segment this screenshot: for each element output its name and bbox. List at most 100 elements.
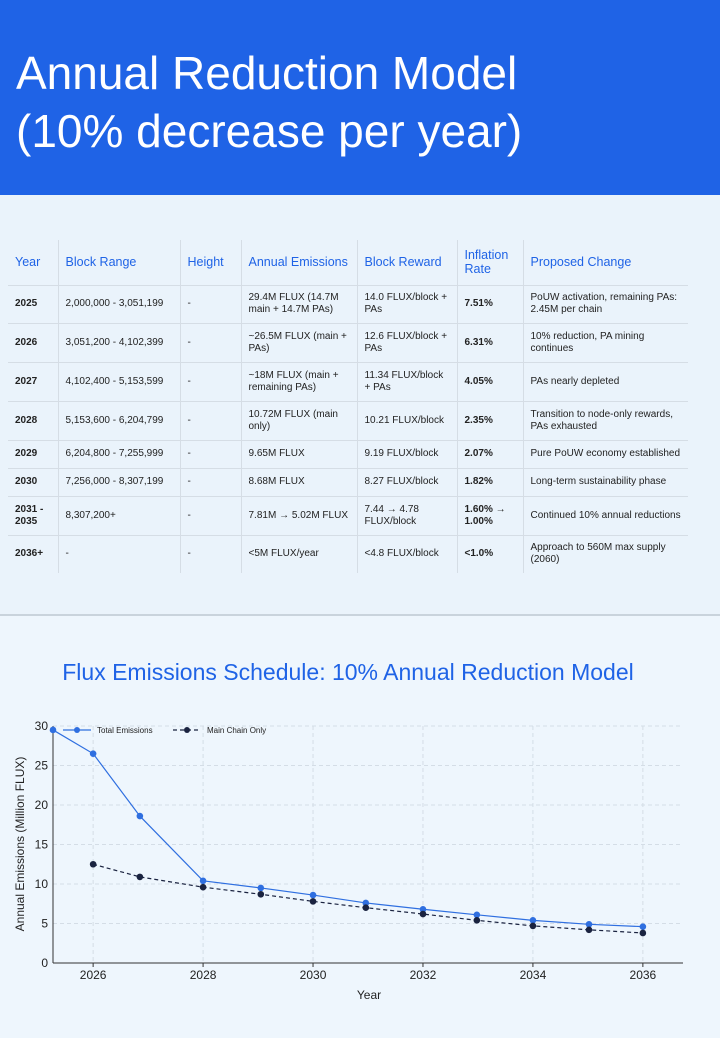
table-cell: Long-term sustainability phase: [522, 467, 688, 496]
table-cell: 3,051,200 - 4,102,399: [57, 322, 180, 362]
table-cell: 8.68M FLUX: [240, 467, 357, 496]
data-point: [362, 904, 370, 911]
header-row: Year Block Range Height Annual Emissions Blo…: [8, 240, 688, 285]
data-point: [473, 917, 481, 924]
data-point: [473, 911, 481, 919]
legend-marker: [74, 727, 80, 733]
y-tick-label: 0: [41, 956, 48, 970]
table-cell: 7,256,000 - 8,307,199: [57, 467, 180, 496]
data-point: [585, 920, 593, 928]
table-cell: 10% reduction, PA mining continues: [522, 322, 688, 362]
x-tick-label: 2036: [630, 968, 657, 982]
data-point: [309, 891, 317, 899]
column-header: Year: [15, 255, 41, 270]
data-point: [136, 873, 144, 881]
data-point: [257, 884, 265, 892]
table-row: 2025 2,000,000 - 3,051,199-29.4M FLUX (14…: [8, 284, 688, 323]
chart: Flux Emissions Schedule: 10% Annual Redu…: [13, 659, 683, 1002]
x-tick-label: 2026: [80, 968, 107, 982]
table-row: 2036+ - - <5M FLUX/year <4.8 FLUX/block <1.0%…: [8, 534, 688, 573]
table-cell: PAs nearly depleted: [522, 361, 688, 401]
y-tick-label: 30: [35, 719, 49, 733]
table-cell: 2026: [8, 322, 58, 362]
table-cell: 2025: [8, 284, 58, 323]
column-header: Block Range: [57, 240, 180, 285]
y-tick-label: 5: [41, 917, 48, 931]
data-point: [585, 926, 593, 934]
header-title: Annual Reduction Model (10% decrease per…: [16, 47, 523, 157]
table-cell: 2,000,000 - 3,051,199: [57, 284, 180, 323]
data-point: [257, 890, 265, 898]
table-section: Year Block Range Height Annual Emissions Blo…: [0, 195, 720, 616]
data-point: [199, 883, 207, 891]
table-cell: 5,153,600 - 6,204,799: [57, 400, 180, 440]
table-cell: 12.6 FLUX/block + PAs: [356, 322, 457, 362]
table-cell: 29.4M FLUX (14.7M main + 14.7M PAs): [240, 284, 357, 323]
table-cell: 2027: [8, 361, 58, 401]
data-point: [529, 922, 537, 930]
legend-marker: [184, 727, 190, 733]
column-header: Annual Emissions: [240, 240, 357, 285]
table-cell: 1.82%: [456, 467, 523, 496]
table-cell: -: [179, 495, 241, 535]
table-cell: Transition to node-only rewards, PAs exh…: [522, 400, 688, 440]
table-cell: -: [179, 534, 241, 573]
column-header: Block Reward: [356, 240, 457, 285]
table-cell: 9.19 FLUX/block: [356, 439, 457, 468]
x-axis-label: Year: [357, 988, 381, 1002]
x-tick-label: 2032: [410, 968, 437, 982]
table-row: 2028 5,153,600 - 6,204,799-10.72M FLUX (m…: [8, 400, 688, 440]
table-cell: 2.35%: [456, 400, 523, 440]
column-header: Inflation Rate: [456, 240, 523, 285]
table-cell: Continued 10% annual reductions: [522, 495, 688, 535]
chart-title: Flux Emissions Schedule: 10% Annual Redu…: [62, 659, 634, 685]
x-tick-label: 2028: [190, 968, 217, 982]
table-cell: 4,102,400 - 5,153,599: [57, 361, 180, 401]
x-tick-label: 2034: [520, 968, 547, 982]
table-cell: 14.0 FLUX/block + PAs: [356, 284, 457, 323]
table-cell: 4.05%: [456, 361, 523, 401]
emissions-table: Year Block Range Height Annual Emissions Blo…: [8, 240, 688, 573]
table-cell: 7.44 → 4.78 FLUX/block: [356, 495, 457, 535]
table-cell: -: [179, 361, 241, 401]
table-cell: -: [179, 400, 241, 440]
table-cell: -: [179, 284, 241, 323]
series-line: [52, 729, 643, 928]
table-cell: 2030: [8, 467, 58, 496]
table-cell: 8,307,200+: [57, 495, 180, 535]
table-cell: 1.60% → 1.00%: [456, 495, 523, 535]
x-tick-label: 2030: [300, 968, 327, 982]
column-header: Height: [179, 240, 241, 285]
table-cell: 2031 - 2035: [8, 495, 58, 535]
table-row: 2027 4,102,400 - 5,153,599- ~18M FLUX (mai…: [8, 361, 688, 401]
table-row: 2026 3,051,200 - 4,102,399- ~26.5M FLUX (m…: [8, 322, 688, 362]
data-point: [639, 923, 647, 930]
table-cell: 7.81M → 5.02M FLUX: [240, 495, 357, 535]
legend-label: Total Emissions: [97, 726, 153, 735]
data-point: [362, 899, 370, 907]
table-cell: 9.65M FLUX: [240, 439, 357, 468]
table-cell: <1.0%: [456, 534, 523, 573]
data-point: [419, 910, 427, 918]
table-cell: <5M FLUX/year: [240, 534, 357, 573]
table-cell: Pure PoUW economy established: [522, 439, 688, 468]
table-cell: <4.8 FLUX/block: [356, 534, 457, 573]
table-cell: 10.21 FLUX/block: [356, 400, 457, 440]
table-cell: 2036+: [8, 534, 58, 573]
table-cell: 10.72M FLUX (main only): [240, 400, 357, 440]
table-cell: 6,204,800 - 7,255,999: [57, 439, 180, 468]
table-cell: PoUW activation, remaining PAs: 2.45M pe…: [522, 284, 688, 323]
legend-label: Main Chain Only: [207, 726, 266, 735]
table-cell: -: [179, 467, 241, 496]
table-cell: -: [57, 534, 180, 573]
table-cell: 7.51%: [456, 284, 523, 323]
table-row: 2030 7,256,000 - 8,307,199-8.68M FLUX 8.27…: [8, 467, 688, 496]
table-cell: Approach to 560M max supply (2060): [522, 534, 688, 573]
table-cell: 8.27 FLUX/block: [356, 467, 457, 496]
table-cell: -: [179, 322, 241, 362]
data-point: [89, 750, 97, 757]
column-header: Proposed Change: [522, 240, 688, 285]
y-tick-label: 25: [35, 759, 49, 773]
data-point: [309, 898, 317, 905]
data-point: [49, 726, 57, 734]
